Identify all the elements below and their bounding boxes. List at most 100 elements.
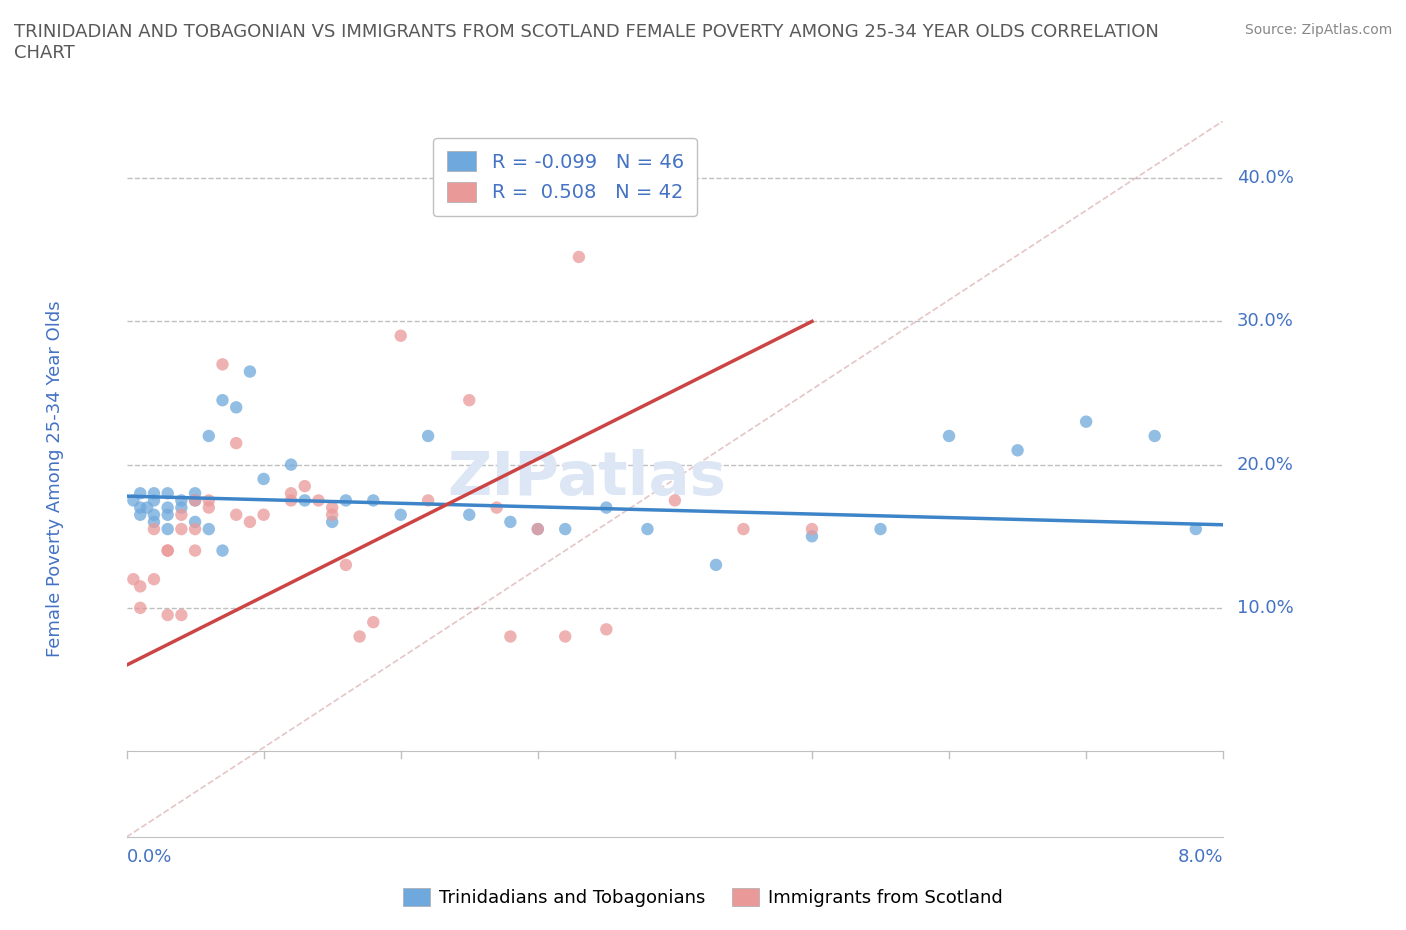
Point (801, 529, 824, 544)
Point (869, 522, 891, 537)
Point (197, 500, 219, 515)
Point (170, 508, 193, 523)
Point (170, 522, 193, 537)
Point (253, 508, 276, 523)
Point (595, 622, 617, 637)
Point (280, 485, 302, 500)
Point (595, 500, 617, 515)
Point (122, 572, 145, 587)
Point (294, 479, 316, 494)
Point (225, 508, 247, 523)
Point (280, 493, 302, 508)
Point (143, 485, 166, 500)
Point (499, 629, 522, 644)
Point (733, 522, 755, 537)
Point (197, 429, 219, 444)
Point (239, 364, 262, 379)
Point (389, 508, 412, 523)
Point (801, 522, 824, 537)
Text: 8.0%: 8.0% (1178, 848, 1223, 867)
Point (1007, 443, 1029, 458)
Point (129, 578, 152, 594)
Point (664, 493, 686, 508)
Point (170, 607, 193, 622)
Point (349, 629, 371, 644)
Point (554, 522, 576, 537)
Point (704, 557, 727, 572)
Point (389, 328, 412, 343)
Legend: Trinidadians and Tobagonians, Immigrants from Scotland: Trinidadians and Tobagonians, Immigrants… (394, 879, 1012, 916)
Point (554, 629, 576, 644)
Point (335, 493, 357, 508)
Text: TRINIDADIAN AND TOBAGONIAN VS IMMIGRANTS FROM SCOTLAND FEMALE POVERTY AMONG 25-3: TRINIDADIAN AND TOBAGONIAN VS IMMIGRANTS… (14, 23, 1159, 62)
Point (184, 543, 207, 558)
Point (156, 508, 179, 523)
Point (143, 514, 166, 529)
Point (211, 543, 233, 558)
Point (156, 607, 179, 622)
Point (156, 543, 179, 558)
Text: Source: ZipAtlas.com: Source: ZipAtlas.com (1244, 23, 1392, 37)
Point (335, 557, 357, 572)
Point (363, 493, 385, 508)
Point (197, 493, 219, 508)
Point (211, 392, 233, 407)
Point (416, 493, 439, 508)
Point (129, 508, 152, 523)
Point (485, 500, 508, 515)
Point (1184, 522, 1206, 537)
Point (636, 522, 658, 537)
Point (156, 522, 179, 537)
Point (129, 500, 152, 515)
Point (129, 601, 152, 616)
Point (143, 493, 166, 508)
Point (253, 472, 276, 486)
Point (143, 522, 166, 537)
Point (1143, 429, 1166, 444)
Point (170, 500, 193, 515)
Text: 0.0%: 0.0% (127, 848, 172, 867)
Point (184, 522, 207, 537)
Point (458, 392, 481, 407)
Point (129, 485, 152, 500)
Point (458, 508, 481, 523)
Point (136, 500, 159, 515)
Point (197, 522, 219, 537)
Point (321, 508, 343, 523)
Point (170, 493, 193, 508)
Point (156, 485, 179, 500)
Text: 20.0%: 20.0% (1237, 456, 1294, 473)
Point (938, 429, 960, 444)
Text: Female Poverty Among 25-34 Year Olds: Female Poverty Among 25-34 Year Olds (46, 300, 65, 658)
Text: 10.0%: 10.0% (1237, 599, 1294, 617)
Point (499, 514, 522, 529)
Point (280, 458, 302, 472)
Point (156, 500, 179, 515)
Point (143, 508, 166, 523)
Point (526, 522, 548, 537)
Point (225, 400, 247, 415)
Text: ZIPatlas: ZIPatlas (447, 449, 727, 509)
Point (416, 429, 439, 444)
Point (211, 357, 233, 372)
Text: 40.0%: 40.0% (1237, 169, 1294, 187)
Point (122, 493, 145, 508)
Point (156, 543, 179, 558)
Point (294, 493, 316, 508)
Point (321, 500, 343, 515)
Point (225, 435, 247, 451)
Point (184, 493, 207, 508)
Point (1076, 414, 1098, 429)
Point (568, 249, 591, 264)
Text: 30.0%: 30.0% (1237, 312, 1294, 330)
Point (526, 522, 548, 537)
Point (184, 485, 207, 500)
Legend: R = -0.099   N = 46, R =  0.508   N = 42: R = -0.099 N = 46, R = 0.508 N = 42 (433, 138, 697, 216)
Point (307, 493, 329, 508)
Point (184, 514, 207, 529)
Point (143, 572, 166, 587)
Point (184, 493, 207, 508)
Point (321, 514, 343, 529)
Point (363, 615, 385, 630)
Point (239, 514, 262, 529)
